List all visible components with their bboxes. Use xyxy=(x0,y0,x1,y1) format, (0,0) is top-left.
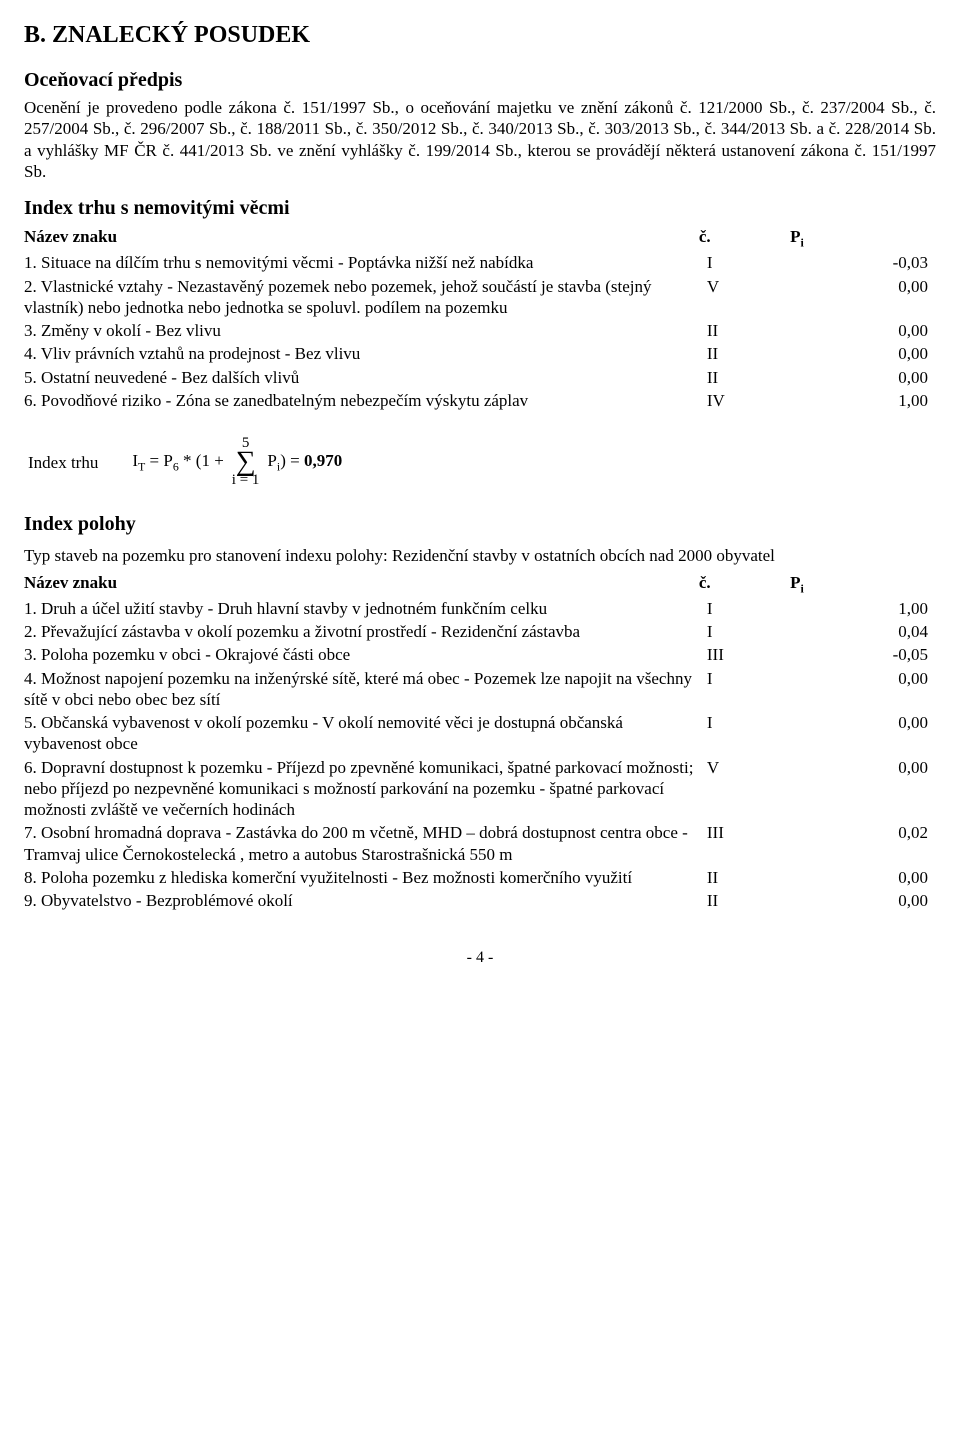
cell-name: 2. Převažující zástavba v okolí pozemku … xyxy=(24,620,699,643)
table-header-row: Název znaku č. Pi xyxy=(24,571,936,597)
table-row: 2. Vlastnické vztahy - Nezastavěný pozem… xyxy=(24,275,936,320)
table-row: 2. Převažující zástavba v okolí pozemku … xyxy=(24,620,936,643)
table-row: 6. Povodňové riziko - Zóna se zanedbatel… xyxy=(24,389,936,412)
index-polohy-table: Název znaku č. Pi 1. Druh a účel užití s… xyxy=(24,571,936,913)
page-footer: - 4 - xyxy=(24,948,936,968)
formula-rhs: Pi) = 0,970 xyxy=(263,436,346,488)
cell-c: II xyxy=(699,342,790,365)
cell-c: III xyxy=(699,821,790,866)
typ-staveb-text: Typ staveb na pozemku pro stanovení inde… xyxy=(24,545,936,566)
col-c: č. xyxy=(699,571,790,597)
document-title: B. ZNALECKÝ POSUDEK xyxy=(24,20,936,50)
cell-name: 4. Možnost napojení pozemku na inženýrsk… xyxy=(24,667,699,712)
cell-name: 1. Druh a účel užití stavby - Druh hlavn… xyxy=(24,597,699,620)
cell-name: 1. Situace na dílčím trhu s nemovitými v… xyxy=(24,251,699,274)
cell-p: 0,00 xyxy=(790,711,936,756)
cell-c: II xyxy=(699,319,790,342)
table-row: 6. Dopravní dostupnost k pozemku - Příje… xyxy=(24,756,936,822)
cell-p: 1,00 xyxy=(790,597,936,620)
cell-name: 3. Změny v okolí - Bez vlivu xyxy=(24,319,699,342)
table-row: 9. Obyvatelstvo - Bezproblémové okolíII0… xyxy=(24,889,936,912)
table-row: 7. Osobní hromadná doprava - Zastávka do… xyxy=(24,821,936,866)
cell-c: IV xyxy=(699,389,790,412)
table-row: 5. Občanská vybavenost v okolí pozemku -… xyxy=(24,711,936,756)
index-trhu-table: Název znaku č. Pi 1. Situace na dílčím t… xyxy=(24,225,936,412)
formula-lhs: IT = P6 * (1 + xyxy=(128,436,227,488)
table-row: 4. Možnost napojení pozemku na inženýrsk… xyxy=(24,667,936,712)
table-row: 8. Poloha pozemku z hlediska komerční vy… xyxy=(24,866,936,889)
col-c: č. xyxy=(699,225,790,251)
cell-name: 8. Poloha pozemku z hlediska komerční vy… xyxy=(24,866,699,889)
cell-name: 5. Ostatní neuvedené - Bez dalších vlivů xyxy=(24,366,699,389)
table-row: 3. Změny v okolí - Bez vlivuII0,00 xyxy=(24,319,936,342)
cell-p: 0,02 xyxy=(790,821,936,866)
index-trhu-formula: Index trhu IT = P6 * (1 + 5 ∑ i = 1 Pi) … xyxy=(24,436,936,488)
col-pi: Pi xyxy=(790,571,936,597)
cell-c: I xyxy=(699,620,790,643)
cell-p: 0,00 xyxy=(790,756,936,822)
cell-p: -0,03 xyxy=(790,251,936,274)
index-polohy-heading: Index polohy xyxy=(24,512,936,537)
cell-p: 0,00 xyxy=(790,667,936,712)
cell-p: 0,00 xyxy=(790,275,936,320)
cell-name: 7. Osobní hromadná doprava - Zastávka do… xyxy=(24,821,699,866)
table-row: 1. Druh a účel užití stavby - Druh hlavn… xyxy=(24,597,936,620)
cell-c: II xyxy=(699,889,790,912)
cell-p: 0,00 xyxy=(790,889,936,912)
cell-name: 9. Obyvatelstvo - Bezproblémové okolí xyxy=(24,889,699,912)
formula-label: Index trhu xyxy=(24,436,128,488)
table-row: 4. Vliv právních vztahů na prodejnost - … xyxy=(24,342,936,365)
cell-name: 2. Vlastnické vztahy - Nezastavěný pozem… xyxy=(24,275,699,320)
col-nazev: Název znaku xyxy=(24,225,699,251)
col-pi: Pi xyxy=(790,225,936,251)
cell-c: I xyxy=(699,711,790,756)
cell-p: 1,00 xyxy=(790,389,936,412)
cell-c: I xyxy=(699,597,790,620)
cell-p: 0,00 xyxy=(790,319,936,342)
cell-c: V xyxy=(699,756,790,822)
cell-p: -0,05 xyxy=(790,643,936,666)
sigma-icon: 5 ∑ i = 1 xyxy=(228,436,264,488)
cell-c: II xyxy=(699,866,790,889)
ocen-predpis-text: Ocenění je provedeno podle zákona č. 151… xyxy=(24,97,936,182)
cell-name: 3. Poloha pozemku v obci - Okrajové část… xyxy=(24,643,699,666)
table-header-row: Název znaku č. Pi xyxy=(24,225,936,251)
cell-c: I xyxy=(699,667,790,712)
table-row: 3. Poloha pozemku v obci - Okrajové část… xyxy=(24,643,936,666)
cell-name: 4. Vliv právních vztahů na prodejnost - … xyxy=(24,342,699,365)
table-row: 1. Situace na dílčím trhu s nemovitými v… xyxy=(24,251,936,274)
cell-p: 0,04 xyxy=(790,620,936,643)
table-row: 5. Ostatní neuvedené - Bez dalších vlivů… xyxy=(24,366,936,389)
cell-c: V xyxy=(699,275,790,320)
cell-name: 6. Povodňové riziko - Zóna se zanedbatel… xyxy=(24,389,699,412)
cell-name: 6. Dopravní dostupnost k pozemku - Příje… xyxy=(24,756,699,822)
cell-p: 0,00 xyxy=(790,342,936,365)
cell-c: I xyxy=(699,251,790,274)
cell-c: II xyxy=(699,366,790,389)
cell-name: 5. Občanská vybavenost v okolí pozemku -… xyxy=(24,711,699,756)
ocen-predpis-heading: Oceňovací předpis xyxy=(24,68,936,93)
cell-p: 0,00 xyxy=(790,366,936,389)
col-nazev: Název znaku xyxy=(24,571,699,597)
cell-p: 0,00 xyxy=(790,866,936,889)
cell-c: III xyxy=(699,643,790,666)
index-trhu-heading: Index trhu s nemovitými věcmi xyxy=(24,196,936,221)
